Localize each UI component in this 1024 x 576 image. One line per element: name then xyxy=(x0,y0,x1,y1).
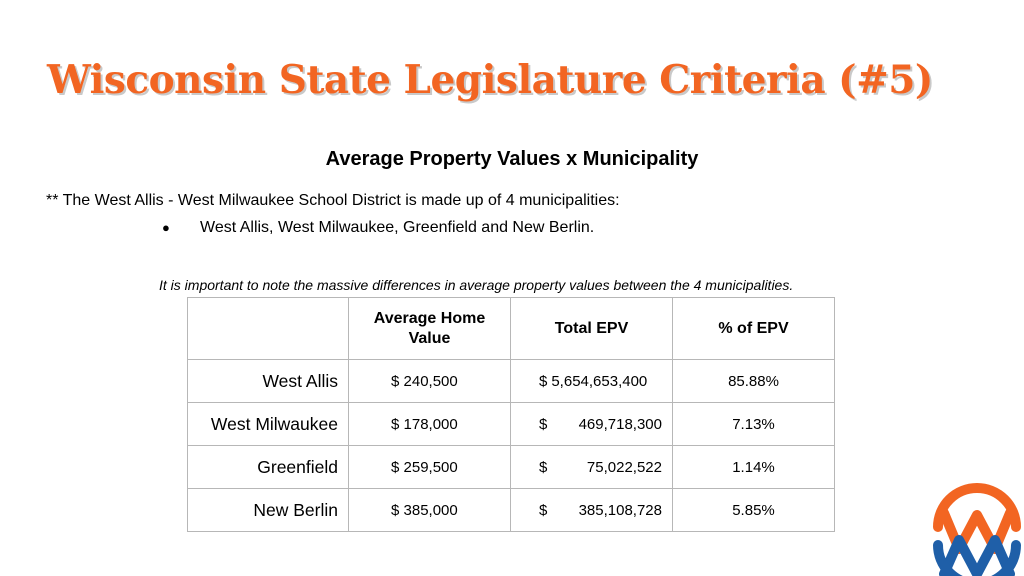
percent-epv: 85.88% xyxy=(672,359,835,403)
epv-amount: 75,022,522 xyxy=(586,458,662,476)
average-home-value: $ 240,500 xyxy=(348,359,511,403)
logo-blue-arc xyxy=(933,540,1021,576)
bullet-icon: ● xyxy=(162,220,170,235)
header-average-home-value: Average Home Value xyxy=(348,297,511,360)
epv-currency: $ xyxy=(539,372,548,390)
epv-currency: $ xyxy=(539,415,548,433)
percent-epv: 1.14% xyxy=(672,445,835,489)
average-home-value: $ 385,000 xyxy=(348,488,511,532)
note-text: It is important to note the massive diff… xyxy=(159,277,794,293)
logo-orange-w xyxy=(939,508,1015,554)
epv-amount: 385,108,728 xyxy=(578,501,662,519)
property-values-table: Average Home Value Total EPV % of EPV We… xyxy=(187,297,835,532)
header-total-epv: Total EPV xyxy=(510,297,673,360)
percent-epv: 7.13% xyxy=(672,402,835,446)
municipality-name: West Allis xyxy=(187,359,349,403)
municipality-list: ● West Allis, West Milwaukee, Greenfield… xyxy=(162,217,594,239)
table-header-row: Average Home Value Total EPV % of EPV xyxy=(187,297,835,360)
municipality-name: Greenfield xyxy=(187,445,349,489)
logo-blue-m xyxy=(939,535,1015,576)
wm-logo-icon xyxy=(933,483,1021,576)
table-row: West Milwaukee $ 178,000 $ 469,718,300 7… xyxy=(187,402,835,446)
total-epv: $ 75,022,522 xyxy=(510,445,673,489)
table-row: Greenfield $ 259,500 $ 75,022,522 1.14% xyxy=(187,445,835,489)
table-row: West Allis $ 240,500 $ 5,654,653,400 85.… xyxy=(187,359,835,403)
percent-epv: 5.85% xyxy=(672,488,835,532)
total-epv: $ 385,108,728 xyxy=(510,488,673,532)
epv-amount: 469,718,300 xyxy=(578,415,662,433)
municipality-name: West Milwaukee xyxy=(187,402,349,446)
table-subtitle: Average Property Values x Municipality xyxy=(325,148,699,170)
epv-currency: $ xyxy=(539,458,548,476)
average-home-value: $ 178,000 xyxy=(348,402,511,446)
total-epv: $ 5,654,653,400 xyxy=(510,359,673,403)
list-item-text: West Allis, West Milwaukee, Greenfield a… xyxy=(200,219,595,236)
table-row: New Berlin $ 385,000 $ 385,108,728 5.85% xyxy=(187,488,835,532)
header-municipality xyxy=(187,297,349,360)
header-percent-epv: % of EPV xyxy=(672,297,835,360)
epv-amount: 5,654,653,400 xyxy=(551,372,648,390)
list-item: ● West Allis, West Milwaukee, Greenfield… xyxy=(162,217,594,239)
intro-text: ** The West Allis - West Milwaukee Schoo… xyxy=(46,192,620,209)
municipality-name: New Berlin xyxy=(187,488,349,532)
epv-currency: $ xyxy=(539,501,548,519)
total-epv: $ 469,718,300 xyxy=(510,402,673,446)
slide-title: Wisconsin State Legislature Criteria (#5… xyxy=(47,57,933,103)
average-home-value: $ 259,500 xyxy=(348,445,511,489)
